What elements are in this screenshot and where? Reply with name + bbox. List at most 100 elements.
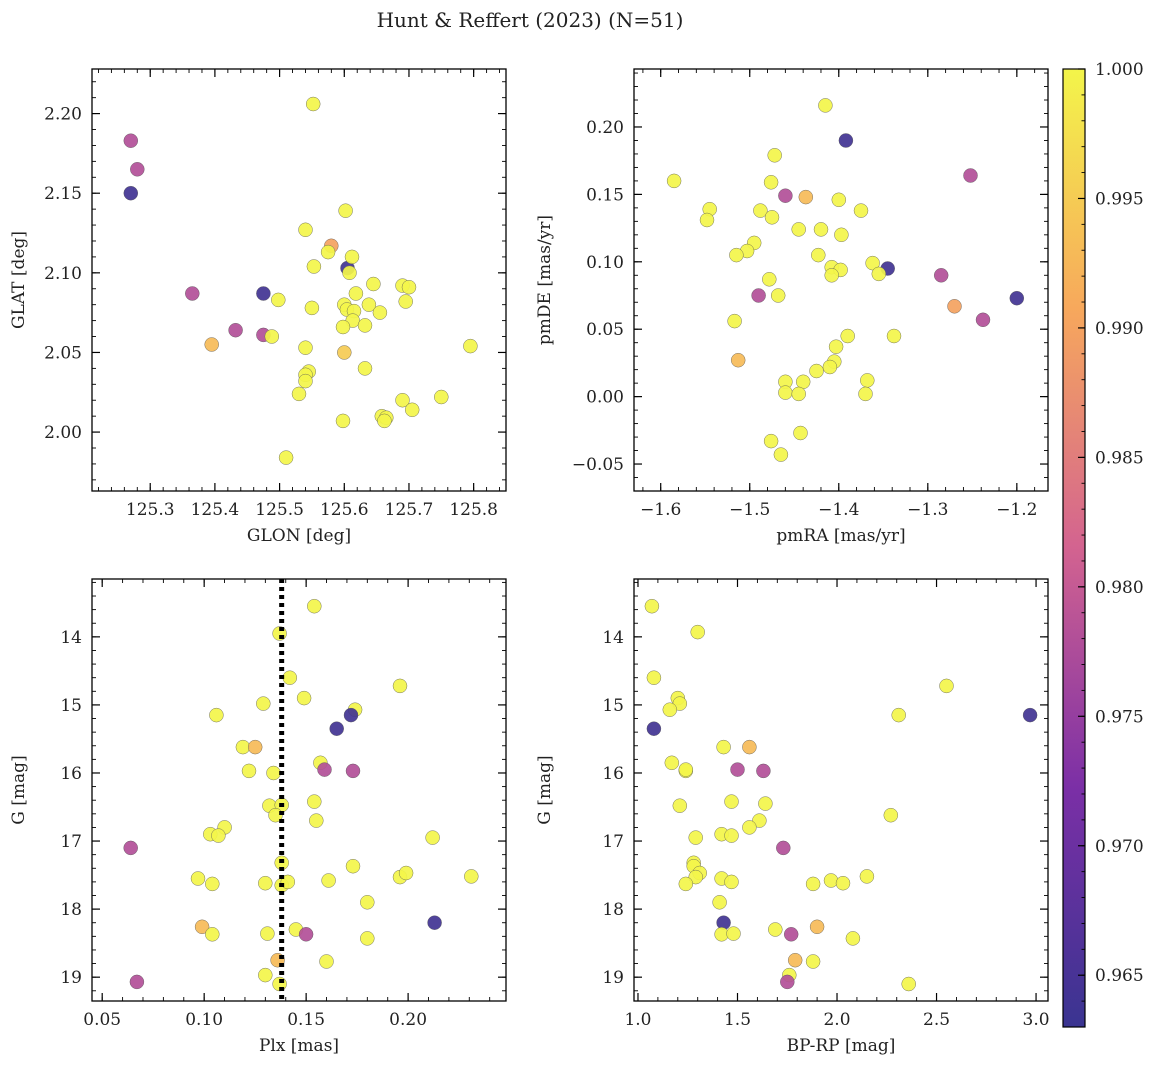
data-point bbox=[646, 721, 662, 736]
x-tick-label: 0.10 bbox=[185, 1010, 223, 1030]
data-point bbox=[256, 286, 271, 301]
data-point bbox=[756, 763, 771, 779]
data-point bbox=[791, 222, 806, 237]
y-tick-label: 17 bbox=[60, 832, 82, 852]
y-tick-label: 0.15 bbox=[586, 185, 624, 205]
y-tick-label: 2.10 bbox=[44, 264, 82, 284]
data-point bbox=[329, 721, 344, 736]
data-point bbox=[688, 830, 703, 845]
panel-position: 125.3 125.4 125.5 125.6 125.7 125.8 2.00 2.05 2.… bbox=[9, 68, 507, 546]
y-tick-label: 15 bbox=[602, 696, 624, 716]
points-color-mag bbox=[644, 599, 1038, 992]
data-point bbox=[298, 373, 313, 389]
data-point bbox=[753, 203, 768, 218]
data-point bbox=[205, 927, 220, 942]
data-point bbox=[835, 876, 851, 891]
axes-frame bbox=[633, 68, 1049, 492]
data-point bbox=[934, 268, 949, 283]
data-point bbox=[306, 259, 322, 274]
data-point bbox=[335, 413, 351, 429]
data-point bbox=[130, 162, 145, 177]
data-point bbox=[784, 927, 799, 942]
data-point bbox=[834, 227, 849, 243]
data-point bbox=[307, 599, 322, 614]
data-point bbox=[793, 425, 808, 441]
data-point bbox=[731, 353, 746, 368]
data-point bbox=[296, 690, 312, 706]
y-tick-label: 2.15 bbox=[44, 184, 82, 204]
data-point bbox=[320, 244, 336, 260]
data-point bbox=[345, 763, 361, 779]
data-point bbox=[699, 212, 715, 228]
data-point bbox=[1022, 707, 1038, 723]
data-point bbox=[401, 280, 417, 295]
y-tick-label: 2.20 bbox=[44, 105, 82, 125]
data-point bbox=[395, 393, 410, 408]
colorbar-tick-label: 1.000 bbox=[1095, 60, 1144, 80]
data-point bbox=[860, 373, 875, 388]
data-point bbox=[205, 876, 220, 892]
data-point bbox=[805, 876, 821, 892]
x-tick-label: 125.5 bbox=[255, 500, 304, 520]
data-point bbox=[123, 840, 138, 856]
data-point bbox=[392, 678, 408, 694]
data-point bbox=[666, 173, 682, 189]
data-point bbox=[865, 255, 880, 271]
data-point bbox=[853, 203, 869, 218]
data-point bbox=[298, 222, 313, 238]
data-point bbox=[886, 328, 902, 344]
data-point bbox=[859, 869, 875, 884]
data-point bbox=[729, 247, 744, 263]
data-point bbox=[809, 363, 824, 379]
data-point bbox=[268, 808, 283, 823]
data-point bbox=[662, 702, 677, 717]
data-point bbox=[304, 300, 320, 316]
data-point bbox=[282, 670, 297, 685]
data-point bbox=[360, 931, 375, 946]
data-point bbox=[780, 974, 795, 990]
data-point bbox=[644, 599, 660, 614]
y-tick-label: 17 bbox=[602, 832, 624, 852]
data-point bbox=[727, 313, 742, 329]
data-point bbox=[190, 871, 206, 886]
colorbar-tick-label: 0.970 bbox=[1095, 837, 1144, 857]
data-point bbox=[813, 222, 829, 237]
y-tick-label: 18 bbox=[60, 900, 82, 920]
y-tick-label: 0.20 bbox=[586, 118, 624, 138]
y-tick-label: −0.05 bbox=[572, 455, 624, 475]
data-point bbox=[211, 828, 226, 843]
data-point bbox=[762, 272, 777, 287]
data-point bbox=[809, 919, 825, 934]
figure-title: Hunt & Reffert (2023) (N=51) bbox=[377, 8, 684, 32]
data-point bbox=[724, 828, 739, 843]
axes-frame bbox=[91, 578, 507, 1002]
data-point bbox=[361, 297, 377, 312]
data-point bbox=[372, 305, 388, 320]
colorbar-tick-label: 0.985 bbox=[1095, 448, 1144, 468]
data-point bbox=[335, 319, 351, 335]
data-point bbox=[247, 739, 263, 755]
data-point bbox=[342, 265, 357, 280]
data-point bbox=[337, 345, 352, 360]
data-point bbox=[123, 185, 139, 201]
data-point bbox=[678, 762, 693, 777]
data-point bbox=[204, 337, 219, 352]
data-point bbox=[845, 931, 861, 946]
panel-plx-cmd: 0.05 0.10 0.15 0.20 14 15 16 17 18 19 Plx [mas] G [… bbox=[9, 578, 507, 1056]
colorbar-gradient bbox=[1062, 68, 1086, 1028]
y-tick-label: 19 bbox=[60, 968, 82, 988]
data-point bbox=[767, 148, 782, 163]
data-point bbox=[405, 402, 420, 417]
x-tick-label: 125.6 bbox=[320, 500, 369, 520]
x-tick-label: 2.0 bbox=[823, 1010, 850, 1030]
data-point bbox=[357, 361, 373, 376]
data-point bbox=[716, 739, 731, 755]
data-point bbox=[838, 133, 854, 148]
data-point bbox=[185, 286, 200, 301]
y-tick-label: 19 bbox=[602, 968, 624, 988]
y-tick-label: 2.00 bbox=[44, 423, 82, 443]
colorbar: 0.965 0.970 0.975 0.980 0.985 0.990 0.995 1.000 bbox=[1062, 60, 1144, 1028]
data-point bbox=[434, 389, 449, 405]
x-tick-label: 1.5 bbox=[724, 1010, 751, 1030]
data-point bbox=[742, 820, 757, 835]
